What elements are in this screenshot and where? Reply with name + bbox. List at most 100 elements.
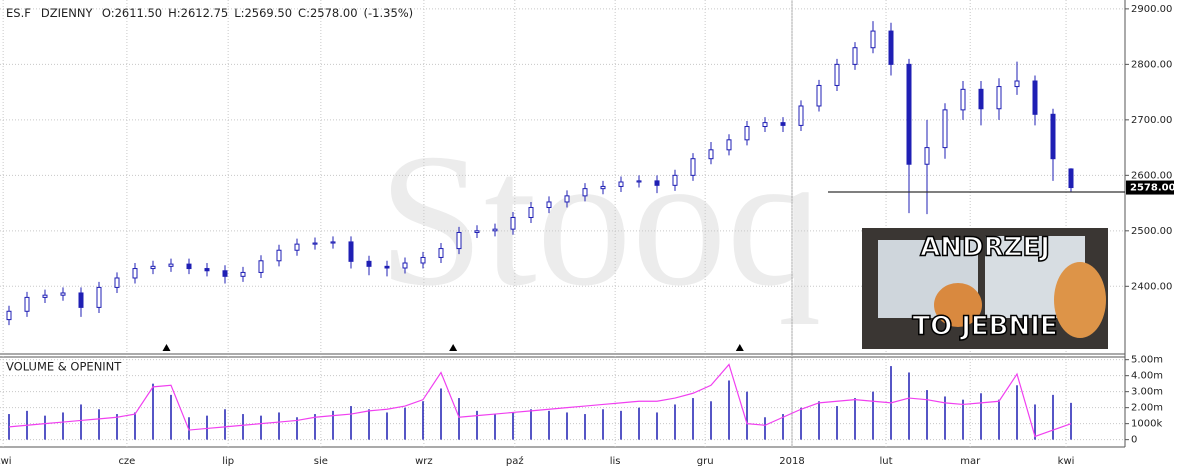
candle-body [60, 292, 66, 296]
candle-body [96, 286, 102, 308]
candle-body [168, 263, 174, 267]
candle-body [6, 310, 12, 321]
y-tick-label: 2.00m [1131, 403, 1163, 414]
openint-line [8, 363, 1072, 438]
volume-bar [1070, 402, 1072, 440]
candle-body [402, 262, 408, 269]
candle-body [114, 277, 120, 288]
close: C:2578.00 [298, 6, 357, 20]
volume-bar [296, 417, 298, 440]
volume-bar [998, 399, 1000, 440]
open: O:2611.50 [102, 6, 162, 20]
volume-bar [224, 409, 226, 440]
volume-bar [818, 401, 820, 440]
candle-body [960, 88, 966, 111]
volume-bar [278, 412, 280, 440]
candle-body [996, 86, 1002, 110]
volume-bar [620, 410, 622, 440]
x-tick-label: gru [697, 456, 714, 467]
volume-bar [134, 412, 136, 440]
volume-bar [782, 414, 784, 440]
volume-bar [80, 404, 82, 440]
volume-bar [152, 383, 154, 440]
candle-body [726, 139, 732, 151]
candle-body [816, 84, 822, 107]
candle-body [204, 268, 210, 272]
meme-image: ANDRZEJ TO JEBNIE [862, 228, 1108, 349]
event-marker [735, 344, 744, 351]
candle-body [276, 249, 282, 262]
candle-body [150, 265, 156, 270]
meme-bottom: TO JEBNIE [912, 312, 1057, 342]
candle-body [834, 63, 840, 86]
candle-body [672, 174, 678, 186]
volume-bar [656, 412, 658, 440]
y-tick-label: 2600.00 [1131, 170, 1172, 181]
candle-body [762, 122, 768, 128]
candle-body [708, 149, 714, 160]
volume-bar [1016, 385, 1018, 440]
volume-bar [908, 372, 910, 440]
candle-body [870, 30, 876, 49]
low: L:2569.50 [234, 6, 292, 20]
candle-body [24, 296, 30, 312]
candle-body [474, 230, 480, 233]
candle-body [1014, 80, 1020, 88]
y-tick-label: 0 [1131, 435, 1137, 446]
candle-body [582, 188, 588, 197]
volume-bar [944, 396, 946, 440]
volume-bar [62, 412, 64, 440]
candle-body [924, 147, 930, 165]
volume-bar [728, 380, 730, 440]
volume-bar [458, 398, 460, 440]
candle-body [366, 260, 372, 267]
candle-body [384, 265, 390, 269]
cat [934, 283, 982, 327]
volume-bar [872, 391, 874, 440]
y-tick-label: 5.00m [1131, 355, 1163, 366]
volume-bar [854, 398, 856, 440]
candle-body [420, 256, 426, 264]
volume-bar [440, 388, 442, 440]
candle-body [798, 105, 804, 126]
volume-bar [926, 390, 928, 440]
volume-bar [746, 391, 748, 440]
volume-bar [710, 401, 712, 440]
volume-bar [368, 409, 370, 440]
candle-body [654, 180, 660, 186]
volume-bar [512, 412, 514, 440]
candle-body [222, 270, 228, 277]
candle-body [240, 271, 246, 277]
y-tick-label: 2700.00 [1131, 115, 1172, 126]
volume-bar [566, 412, 568, 440]
volume-bar [530, 409, 532, 440]
y-tick-label: 2500.00 [1131, 226, 1172, 237]
volume-bar [350, 406, 352, 440]
header: ES.F DZIENNY O:2611.50 H:2612.75 L:2569.50 C:… [6, 6, 413, 20]
volume-bar [314, 414, 316, 440]
candle-body [348, 241, 354, 262]
candle-body [600, 185, 606, 190]
candle-body [690, 158, 696, 176]
x-tick-label: wrz [415, 456, 433, 467]
volume-bar [476, 410, 478, 440]
event-marker [162, 344, 171, 351]
volume-bar [836, 406, 838, 440]
x-tick-label: mar [960, 456, 981, 467]
candle-body [636, 180, 642, 183]
y-tick-label: 3.00m [1131, 387, 1163, 398]
candle-body [1050, 113, 1056, 160]
x-tick-label: kwi [0, 456, 12, 467]
candle-body [78, 292, 84, 308]
candle-body [780, 122, 786, 126]
volume-bar [386, 412, 388, 440]
y-tick-label: 4.00m [1131, 371, 1163, 382]
volume-bar [674, 404, 676, 440]
candle-body [744, 126, 750, 141]
candle-body [1032, 80, 1038, 115]
volume-bar [116, 414, 118, 440]
x-tick-label: lis [610, 456, 621, 467]
candle-body [492, 228, 498, 232]
candle-body [312, 242, 318, 245]
